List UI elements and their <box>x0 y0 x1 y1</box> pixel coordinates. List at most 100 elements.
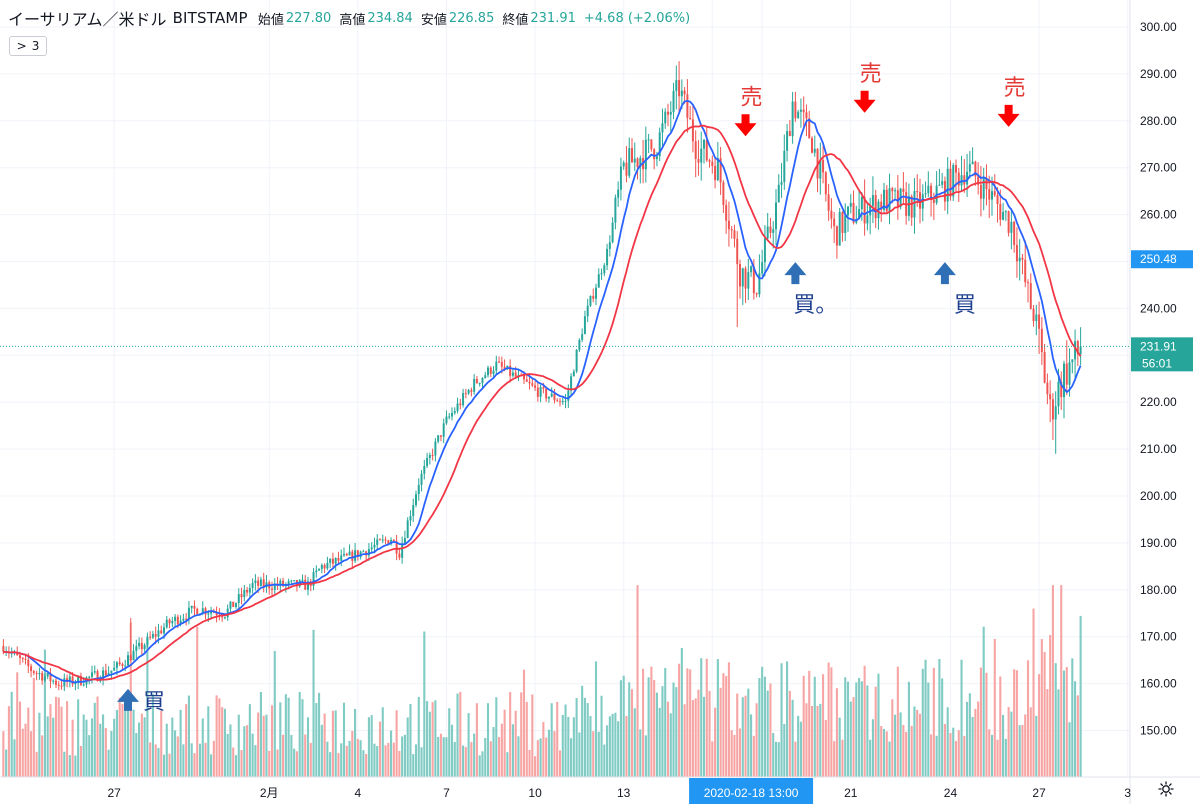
volume-bar <box>824 720 827 777</box>
volume-bar <box>71 719 74 777</box>
volume-bar <box>592 731 595 777</box>
volume-bar <box>603 744 606 777</box>
gear-icon[interactable] <box>1158 781 1174 797</box>
volume-bar <box>7 706 10 777</box>
volume-bar <box>345 745 348 777</box>
volume-bar <box>553 731 556 777</box>
candle-body <box>838 211 841 246</box>
volume-bar <box>348 740 351 777</box>
candle-body <box>259 579 262 586</box>
x-tick-label: 2月 <box>260 786 279 800</box>
close-label: 終値 <box>502 12 529 28</box>
candle-body <box>979 184 982 199</box>
volume-bar <box>320 724 323 777</box>
volume-bar <box>132 709 135 777</box>
candle-body <box>104 670 107 676</box>
volume-bar <box>149 742 152 777</box>
candle-body <box>287 581 290 585</box>
volume-bar <box>96 696 99 777</box>
candle-body <box>946 168 949 202</box>
volume-bar <box>506 752 509 777</box>
volume-bar <box>520 692 523 777</box>
volume-bar <box>797 715 800 777</box>
candle-body <box>82 684 85 686</box>
volume-bar <box>448 708 451 777</box>
volume-bar <box>428 711 431 777</box>
volume-bar <box>946 707 949 777</box>
volume-bar <box>442 737 445 777</box>
candle-body <box>337 558 340 561</box>
volume-bar <box>968 693 971 777</box>
volume-bar <box>581 685 584 777</box>
volume-bar <box>669 713 672 777</box>
candle-body <box>140 642 143 650</box>
candle-body <box>783 150 786 183</box>
candle-body <box>185 618 188 620</box>
volume-bar <box>24 723 27 777</box>
volume-bar <box>561 714 564 777</box>
volume-bar <box>636 585 639 777</box>
candle-body <box>254 580 257 584</box>
volume-bar <box>456 693 459 777</box>
candle-body <box>473 378 476 392</box>
volume-bar <box>160 710 163 777</box>
volume-bar <box>1049 635 1052 777</box>
volume-bar <box>146 638 149 777</box>
volume-bar <box>168 753 171 777</box>
candle-body <box>730 229 733 231</box>
candle-body <box>559 401 561 403</box>
volume-bar <box>678 663 681 777</box>
volume-bar <box>93 702 96 777</box>
crosshair-time-tag <box>689 778 814 804</box>
candle-body <box>611 222 614 243</box>
candle-body <box>320 564 323 569</box>
candle-body <box>326 562 329 569</box>
volume-bar <box>653 680 656 777</box>
candle-body <box>675 80 678 91</box>
indicator-toggle-button[interactable]: > 3 <box>9 36 47 56</box>
candle-body <box>1049 394 1052 400</box>
candle-body <box>57 684 60 686</box>
candle-body <box>514 372 517 377</box>
volume-bar <box>323 713 326 777</box>
volume-bar <box>251 733 254 777</box>
volume-bar <box>846 681 850 777</box>
ma-fast-line <box>3 99 1082 684</box>
volume-bar <box>79 745 82 777</box>
volume-bar <box>747 688 750 777</box>
volume-bar <box>727 662 730 777</box>
volume-bar <box>226 733 229 777</box>
volume-bar <box>179 709 182 777</box>
volume-bar <box>398 750 401 777</box>
candle-body <box>223 617 226 619</box>
volume-bar <box>697 689 700 777</box>
volume-bar <box>691 700 694 777</box>
volume-bar <box>113 718 116 777</box>
candle-body <box>143 644 146 650</box>
candle-body <box>367 549 370 556</box>
volume-bar <box>306 717 310 777</box>
volume-bar <box>176 736 179 777</box>
candle-body <box>420 473 423 485</box>
candle-body <box>240 594 243 598</box>
candle-body <box>924 193 927 195</box>
candle-body <box>727 220 730 230</box>
candle-body <box>786 131 789 151</box>
volume-bar <box>805 703 808 777</box>
candle-body <box>536 387 539 397</box>
volume-bar <box>930 734 933 777</box>
candle-body <box>442 423 445 437</box>
candle-body <box>1074 341 1077 360</box>
volume-bar <box>1026 660 1030 777</box>
symbol-name[interactable]: イーサリアム／米ドル <box>8 10 167 29</box>
candle-body <box>963 175 966 185</box>
candle-body <box>279 580 282 586</box>
candle-body <box>622 162 625 167</box>
candle-body <box>107 672 110 676</box>
candle-body <box>1043 352 1046 383</box>
candle-body <box>874 195 877 219</box>
volume-bar <box>312 629 315 777</box>
volume-bar <box>625 715 628 777</box>
